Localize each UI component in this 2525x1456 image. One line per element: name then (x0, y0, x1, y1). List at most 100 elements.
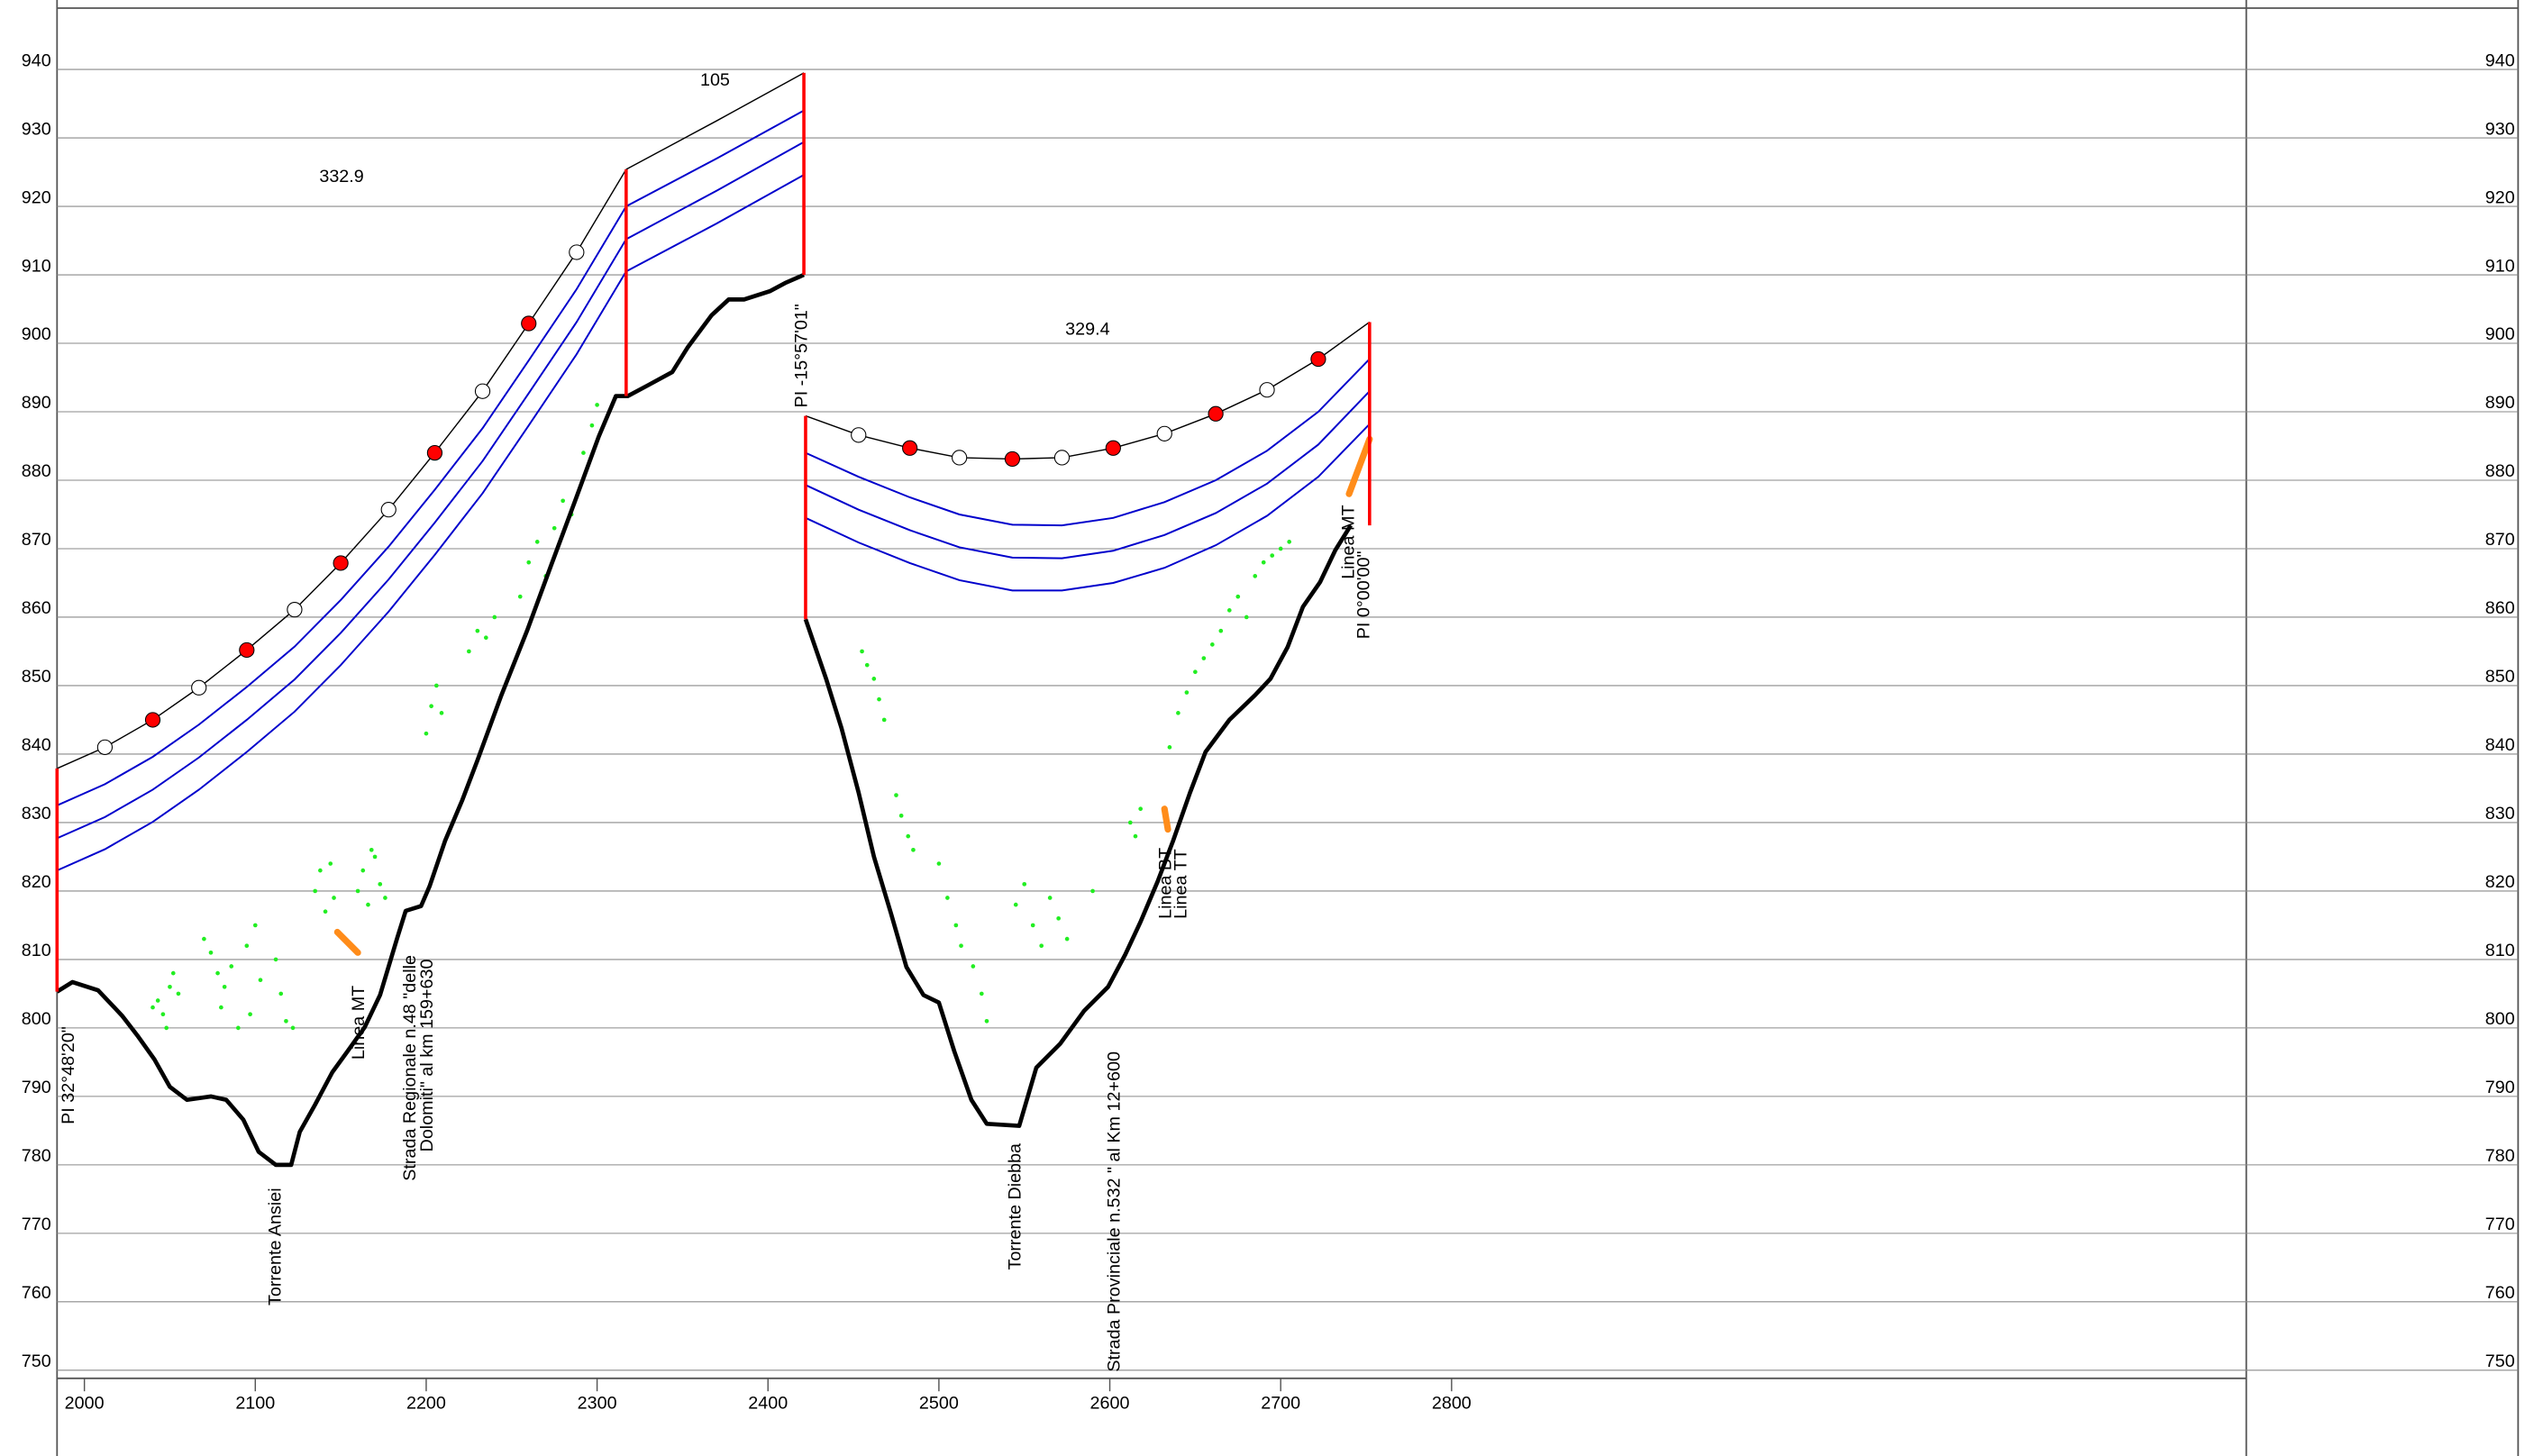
marker-sphere (287, 601, 303, 618)
y-tick-label-right: 850 (2485, 667, 2515, 687)
marker-sphere (1053, 450, 1071, 466)
marker-sphere (1105, 440, 1121, 456)
marker-sphere (96, 739, 114, 755)
y-tick-label: 810 (22, 941, 51, 960)
vegetation-point (561, 498, 566, 504)
vegetation-point (595, 403, 599, 407)
vegetation-point (881, 717, 887, 723)
vegetation-point (1235, 594, 1241, 599)
vegetation-point (1176, 711, 1180, 715)
vegetation-point (219, 1005, 223, 1010)
marker-sphere (952, 450, 968, 466)
annotation: Linea MT (349, 986, 369, 1060)
vegetation-point (369, 847, 374, 852)
span-length: 332.9 (319, 167, 363, 187)
vegetation-point (378, 881, 383, 887)
conductor (805, 390, 1371, 560)
vegetation-point (517, 594, 523, 599)
vegetation-point (551, 525, 557, 531)
y-tick-label-right: 800 (2485, 1009, 2515, 1029)
vegetation-point (424, 731, 429, 736)
annotation: PI 32°48'20" (59, 1026, 78, 1124)
vegetation-point (894, 793, 898, 797)
y-tick-label: 820 (22, 872, 51, 892)
vegetation-point (1209, 642, 1215, 647)
span-length: 329.4 (1065, 320, 1109, 340)
vegetation-point (906, 833, 911, 839)
vegetation-point (273, 957, 278, 962)
y-tick-label: 860 (22, 598, 51, 618)
vegetation-point (323, 909, 328, 915)
vegetation-point (202, 936, 206, 942)
vegetation-point (328, 861, 333, 866)
vegetation-point (290, 1025, 296, 1031)
vegetation-point (439, 711, 444, 715)
vegetation-point (483, 635, 488, 641)
x-tick-label: 2600 (1090, 1394, 1130, 1414)
marker-sphere (144, 712, 161, 728)
y-tick-label-right: 790 (2485, 1078, 2515, 1097)
annotation: Linea TT (1171, 849, 1190, 919)
conductor (57, 168, 627, 769)
vegetation-point (953, 923, 959, 928)
annotation: PI 0°00'00" (1354, 551, 1373, 639)
vegetation-point (1047, 896, 1053, 900)
vegetation-point (534, 540, 540, 544)
conductor (625, 141, 805, 241)
vegetation-point (1030, 923, 1035, 928)
x-tick-label: 2100 (235, 1394, 275, 1414)
conductor (805, 423, 1371, 592)
vegetation-point (1056, 915, 1061, 921)
vegetation-point (1253, 574, 1258, 578)
vegetation-point (1090, 888, 1095, 894)
vegetation-point (1184, 690, 1190, 695)
marker-sphere (1004, 450, 1021, 468)
vegetation-point (860, 649, 864, 654)
y-tick-label-right: 940 (2485, 50, 2515, 70)
vegetation-point (1064, 936, 1070, 942)
x-tick-label: 2500 (919, 1394, 959, 1414)
marker-sphere (191, 679, 207, 696)
vegetation-point (176, 991, 181, 996)
vegetation-point (475, 628, 480, 633)
marker-sphere (902, 440, 918, 456)
y-tick-label: 890 (22, 393, 51, 413)
marker-sphere (569, 244, 585, 260)
vegetation-point (215, 970, 220, 976)
span-length: 105 (700, 70, 730, 90)
vegetation-point (984, 1018, 989, 1024)
vegetation-point (332, 896, 336, 900)
marker-sphere (380, 502, 397, 518)
vegetation-point (1226, 608, 1232, 613)
vegetation-point (160, 1012, 166, 1017)
marker-sphere (239, 642, 255, 659)
y-tick-label: 750 (22, 1351, 51, 1371)
y-tick-label-right: 750 (2485, 1351, 2515, 1371)
marker-sphere (426, 444, 443, 461)
marker-sphere (1310, 350, 1326, 368)
vegetation-point (581, 450, 586, 455)
vegetation-point (244, 943, 250, 949)
marker-sphere (474, 383, 491, 399)
vegetation-point (366, 902, 370, 907)
vegetation-point (208, 950, 214, 955)
vegetation-point (355, 888, 360, 894)
y-tick-label: 780 (22, 1146, 51, 1166)
y-tick-label-right: 810 (2485, 941, 2515, 960)
vegetation-point (360, 868, 366, 873)
crossing (333, 435, 1373, 956)
x-tick-label: 2300 (578, 1394, 617, 1414)
y-tick-label-right: 900 (2485, 324, 2515, 344)
conductor (805, 358, 1371, 527)
vegetation-point (1193, 669, 1198, 675)
vegetation-point (526, 560, 532, 565)
y-tick-label-right: 890 (2485, 393, 2515, 413)
y-tick-label-right: 830 (2485, 804, 2515, 824)
vegetation-point (898, 813, 904, 818)
annotation: Strada Provinciale n.532 " al Km 12+600 (1104, 1051, 1124, 1372)
conductor (625, 72, 805, 170)
vegetation-point (150, 1005, 155, 1010)
y-tick-label: 920 (22, 187, 51, 207)
y-tick-label: 800 (22, 1009, 51, 1029)
vegetation-point (1270, 553, 1275, 558)
